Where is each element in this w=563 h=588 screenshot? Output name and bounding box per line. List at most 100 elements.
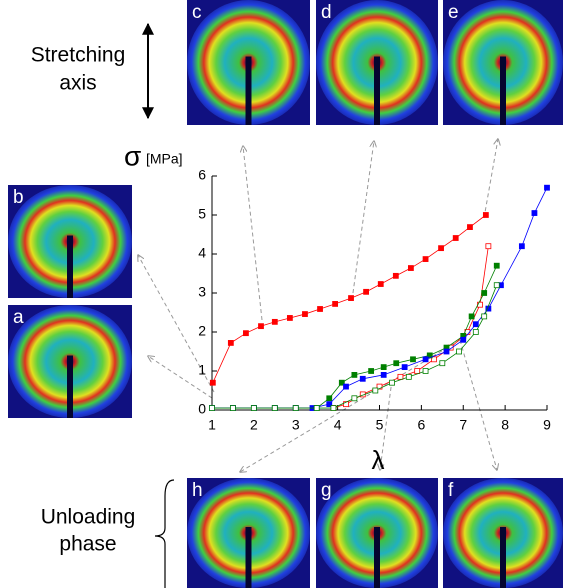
point	[402, 365, 407, 370]
point	[373, 388, 378, 393]
point	[494, 283, 499, 288]
point	[423, 357, 428, 362]
beam-stop	[67, 236, 73, 299]
point	[439, 246, 444, 251]
point	[369, 369, 374, 374]
y-tick-label: 5	[198, 206, 206, 222]
beam-stop	[374, 57, 380, 126]
point	[349, 296, 354, 301]
point	[423, 369, 428, 374]
y-tick-label: 1	[198, 362, 206, 378]
beam-stop	[246, 527, 252, 588]
point	[314, 406, 319, 411]
y-tick-label: 0	[198, 401, 206, 417]
point	[293, 406, 298, 411]
x-tick-label: 9	[543, 417, 551, 433]
y-label: σ	[124, 140, 141, 171]
point	[444, 349, 449, 354]
unloading-label: phase	[59, 533, 116, 556]
point	[532, 211, 537, 216]
brace	[155, 480, 174, 588]
point	[519, 244, 524, 249]
x-tick-label: 3	[292, 417, 300, 433]
beam-stop	[67, 356, 73, 419]
point	[394, 361, 399, 366]
y-tick-label: 6	[198, 167, 206, 183]
point	[344, 384, 349, 389]
point	[251, 406, 256, 411]
panel-label: g	[321, 480, 332, 501]
point	[494, 263, 499, 268]
point	[467, 225, 472, 230]
beam-stop	[500, 527, 506, 588]
point	[473, 322, 478, 327]
point	[469, 314, 474, 319]
panel-label: f	[448, 480, 454, 501]
point	[408, 266, 413, 271]
point	[461, 337, 466, 342]
arrows	[138, 139, 498, 472]
x-tick-label: 1	[208, 417, 216, 433]
point	[482, 314, 487, 319]
x-tick-label: 6	[417, 417, 425, 433]
x-tick-label: 8	[501, 417, 509, 433]
point	[423, 257, 428, 262]
point	[228, 340, 233, 345]
point	[482, 291, 487, 296]
point	[318, 306, 323, 311]
y-label-unit: [MPa]	[146, 151, 183, 167]
stretching-label: axis	[59, 72, 96, 95]
point	[287, 315, 292, 320]
beam-stop	[374, 527, 380, 588]
point	[243, 331, 248, 336]
x-tick-label: 5	[376, 417, 384, 433]
beam-stop	[500, 57, 506, 126]
y-tick-label: 2	[198, 323, 206, 339]
point	[352, 396, 357, 401]
point	[327, 396, 332, 401]
point	[381, 372, 386, 377]
x-label: λ	[372, 445, 385, 475]
point	[378, 282, 383, 287]
series-line	[212, 188, 547, 408]
figure: c d e b a h g f Stretching axis Unloading phase…	[0, 0, 563, 588]
panel-label: c	[192, 2, 202, 23]
point	[381, 365, 386, 370]
point	[230, 406, 235, 411]
point	[333, 301, 338, 306]
point	[272, 319, 277, 324]
point	[453, 236, 458, 241]
point	[360, 376, 365, 381]
panel-label: a	[13, 307, 24, 328]
point	[457, 349, 462, 354]
point	[302, 312, 307, 317]
point	[440, 361, 445, 366]
panel-label: e	[448, 2, 459, 23]
beam-stop	[246, 57, 252, 126]
x-tick-label: 4	[334, 417, 342, 433]
point	[406, 374, 411, 379]
x-tick-label: 2	[250, 417, 258, 433]
panel-label: d	[321, 2, 332, 23]
panel-label: b	[13, 187, 24, 208]
point	[272, 406, 277, 411]
point	[486, 244, 491, 249]
y-tick-label: 3	[198, 284, 206, 300]
point	[415, 369, 420, 374]
x-tick-label: 7	[459, 417, 467, 433]
point	[390, 380, 395, 385]
point	[364, 289, 369, 294]
point	[398, 374, 403, 379]
y-tick-label: 4	[198, 245, 206, 261]
point	[352, 372, 357, 377]
unloading-label: Unloading	[41, 506, 136, 529]
panel-label: h	[192, 480, 203, 501]
point	[473, 330, 478, 335]
series-line	[212, 266, 497, 408]
point	[411, 357, 416, 362]
point	[331, 406, 336, 411]
stretching-label: Stretching	[31, 44, 126, 67]
point	[258, 324, 263, 329]
point	[210, 380, 215, 385]
point	[210, 406, 215, 411]
